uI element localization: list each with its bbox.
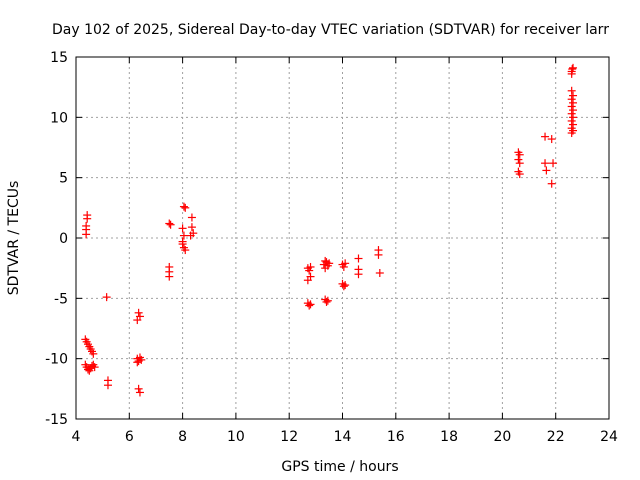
data-point (515, 170, 524, 179)
x-tick-label: 10 (227, 429, 245, 445)
x-tick-label: 4 (72, 429, 81, 445)
x-tick-label: 8 (178, 429, 187, 445)
chart-title: Day 102 of 2025, Sidereal Day-to-day VTE… (52, 22, 609, 38)
data-point (134, 308, 143, 317)
data-point (541, 132, 550, 141)
data-point (187, 223, 196, 232)
x-tick-label: 24 (600, 429, 618, 445)
data-point (549, 159, 558, 168)
data-point (165, 219, 174, 228)
data-point (515, 150, 524, 159)
y-tick-label: 0 (59, 231, 68, 247)
data-point (547, 179, 556, 188)
data-point (179, 202, 188, 211)
data-point (303, 276, 312, 285)
x-axis-label: GPS time / hours (281, 459, 398, 475)
data-point (103, 381, 112, 390)
x-tick-label: 22 (547, 429, 565, 445)
data-point (374, 250, 383, 259)
data-point (305, 266, 314, 275)
data-point (181, 246, 190, 255)
data-point (322, 297, 331, 306)
gridlines (76, 57, 609, 419)
data-point (567, 86, 576, 95)
data-point (567, 69, 576, 78)
data-point (354, 270, 363, 279)
data-point (306, 300, 315, 309)
y-tick-label: 10 (50, 110, 68, 126)
x-tick-label: 20 (493, 429, 511, 445)
data-point (542, 166, 551, 175)
data-point (187, 213, 196, 222)
data-point (83, 211, 92, 220)
y-tick-labels: 15 10 5 0 -5 -10 -15 (45, 50, 68, 428)
data-point (306, 262, 315, 271)
data-point (375, 268, 384, 277)
data-point (567, 102, 576, 111)
data-point (569, 106, 578, 115)
data-point (569, 91, 578, 100)
x-tick-label: 16 (387, 429, 405, 445)
x-tick-label: 14 (334, 429, 352, 445)
data-point (567, 95, 576, 104)
data-point (514, 155, 523, 164)
data-point (166, 220, 175, 229)
data-point (181, 203, 190, 212)
x-tick-label: 12 (280, 429, 298, 445)
data-point (567, 116, 576, 125)
data-point (323, 296, 332, 305)
data-point (569, 113, 578, 122)
data-point (339, 262, 348, 271)
y-tick-label: 15 (50, 50, 68, 66)
data-point (133, 316, 142, 325)
data-point (515, 159, 524, 168)
data-point (321, 256, 330, 265)
data-point (567, 109, 576, 118)
data-point (102, 293, 111, 302)
data-point (567, 129, 576, 138)
y-axis-label: SDTVAR / TECUs (6, 181, 22, 296)
data-point (133, 358, 142, 367)
data-point (341, 259, 350, 268)
data-point (354, 254, 363, 263)
y-tick-label: -15 (45, 412, 68, 428)
y-tick-label: 5 (59, 171, 68, 187)
data-point (89, 349, 98, 358)
x-tick-label: 6 (125, 429, 134, 445)
x-tick-labels: 4 6 8 10 12 14 16 18 20 22 24 (72, 429, 618, 445)
data-point (339, 282, 348, 291)
data-point (135, 388, 144, 397)
data-points (81, 63, 578, 397)
data-point (165, 272, 174, 281)
data-point (305, 301, 314, 310)
data-point (569, 63, 578, 72)
data-point (178, 224, 187, 233)
x-tick-label: 18 (440, 429, 458, 445)
y-tick-label: -10 (45, 352, 68, 368)
data-point (90, 363, 99, 372)
data-point (82, 221, 91, 230)
data-point (547, 135, 556, 144)
axis-ticks (75, 56, 610, 420)
data-point (341, 281, 350, 290)
data-point (186, 231, 195, 240)
data-point (569, 98, 578, 107)
data-point (541, 159, 550, 168)
data-point (178, 237, 187, 246)
data-point (134, 384, 143, 393)
y-tick-label: -5 (54, 291, 68, 307)
